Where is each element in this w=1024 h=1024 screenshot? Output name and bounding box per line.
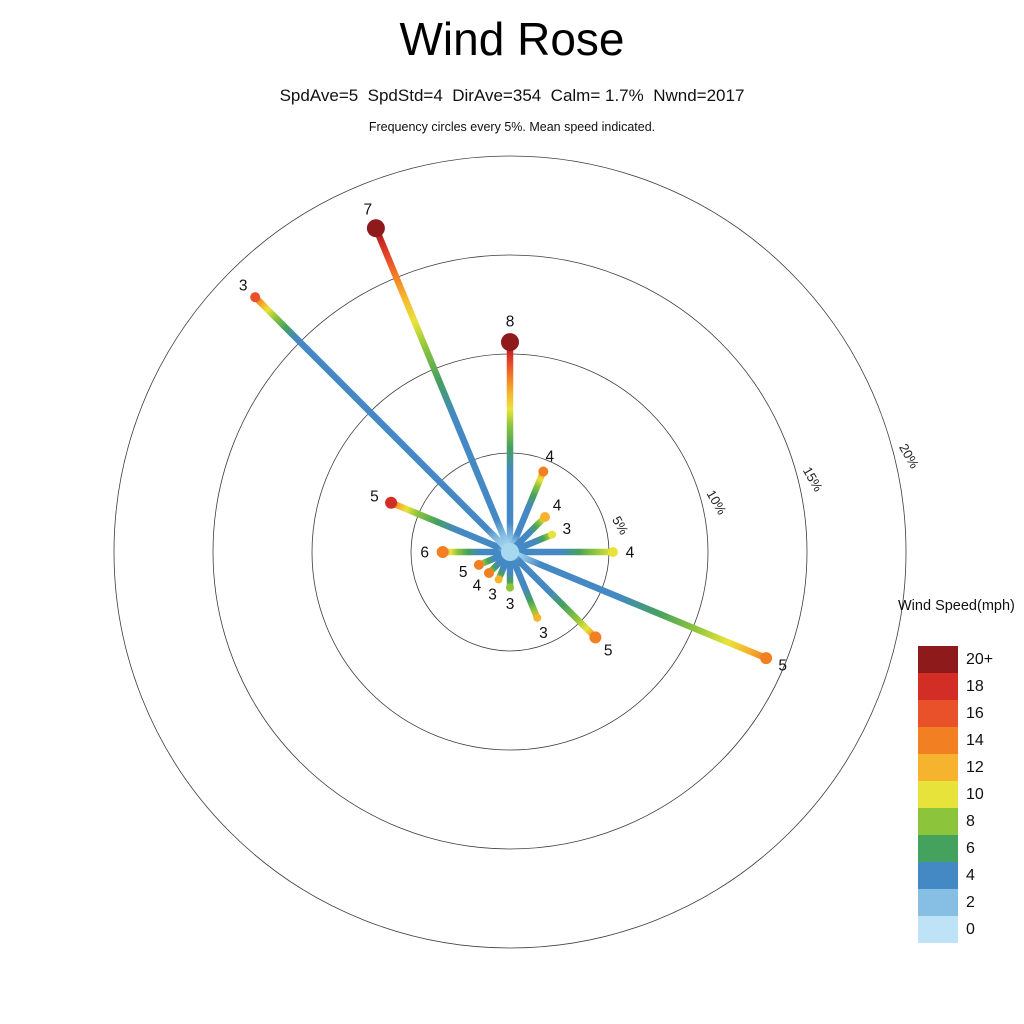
wind-spoke-tip-SE (589, 631, 602, 644)
legend-entry-6: 6 (918, 835, 1024, 862)
mean-speed-label-NE: 4 (553, 497, 562, 514)
wind-spoke-tip-NW (250, 292, 261, 303)
legend-label: 4 (966, 866, 975, 884)
frequency-ring-label: 10% (704, 487, 730, 517)
chart-title: Wind Rose (399, 13, 625, 65)
legend-label: 2 (966, 893, 975, 911)
wind-spoke-tip-NNE (538, 466, 549, 477)
wind-spoke-NNW (372, 224, 514, 556)
mean-speed-label-ENE: 3 (563, 521, 572, 538)
wind-spoke-tip-NNW (366, 219, 385, 238)
legend-swatch (918, 781, 958, 808)
chart-note: Frequency circles every 5%. Mean speed i… (368, 120, 656, 134)
legend-entry-4: 4 (918, 862, 1024, 889)
legend-entry-20+: 20+ (918, 646, 1024, 673)
wind-spoke-WNW (387, 499, 514, 556)
legend-entry-12: 12 (918, 754, 1024, 781)
legend-swatch (918, 808, 958, 835)
frequency-ring-label: 5% (609, 513, 632, 537)
wind-spoke-tip-SSE (533, 613, 542, 622)
mean-speed-label-SSW: 3 (488, 587, 497, 604)
mean-speed-label-WSW: 5 (459, 564, 468, 581)
mean-speed-label-WNW: 5 (370, 488, 379, 505)
mean-speed-label-W: 6 (420, 545, 429, 562)
legend-label: 18 (966, 677, 984, 695)
wind-spoke-SSE (506, 548, 541, 622)
legend-colorbar: 20+ 18 16 14 12 10 8 6 4 2 0 (918, 646, 1024, 943)
legend-label: 14 (966, 731, 984, 749)
legend-label: 20+ (966, 650, 994, 668)
legend-label: 8 (966, 812, 975, 830)
legend-entry-2: 2 (918, 889, 1024, 916)
legend-label: 0 (966, 920, 975, 938)
legend-label: 12 (966, 758, 984, 776)
legend-swatch (918, 889, 958, 916)
mean-speed-label-SW: 4 (473, 578, 482, 595)
legend-title: Wind Speed(mph) (898, 598, 1015, 614)
frequency-ring-label: 15% (800, 464, 826, 494)
legend-swatch (918, 862, 958, 889)
chart-stats-subtitle: SpdAve=5 SpdStd=4 DirAve=354 Calm= 1.7% … (279, 86, 745, 105)
wind-spoke-tip-ESE (760, 652, 773, 665)
wind-spoke-tip-WSW (473, 559, 484, 570)
wind-spoke-tip-SSW (494, 575, 503, 584)
wind-spoke-ESE (506, 548, 770, 662)
legend-label: 16 (966, 704, 984, 722)
legend-entry-18: 18 (918, 673, 1024, 700)
mean-speed-label-SSE: 3 (539, 625, 548, 642)
legend-entry-0: 0 (918, 916, 1024, 943)
legend-swatch (918, 646, 958, 673)
wind-spoke-tip-NE (540, 511, 551, 522)
wind-spoke-tip-SW (483, 568, 494, 579)
wind-speed-legend: Wind Speed(mph) 20+ 18 16 14 12 10 8 6 4 2 0 (898, 598, 1024, 943)
wind-spoke-tip-ENE (548, 530, 557, 539)
legend-swatch (918, 835, 958, 862)
wind-spoke-tip-W (436, 546, 449, 558)
frequency-circle (212, 254, 808, 850)
legend-entry-16: 16 (918, 700, 1024, 727)
wind-spoke-tip-WNW (385, 496, 398, 509)
mean-speed-label-SE: 5 (604, 643, 613, 660)
wind-spoke-NNE (506, 468, 547, 556)
legend-swatch (918, 700, 958, 727)
mean-speed-label-N: 8 (506, 314, 515, 331)
wind-spoke-SE (506, 548, 599, 641)
legend-label: 10 (966, 785, 984, 803)
legend-entry-14: 14 (918, 727, 1024, 754)
legend-entry-8: 8 (918, 808, 1024, 835)
frequency-circle (113, 155, 907, 949)
legend-entry-10: 10 (918, 781, 1024, 808)
mean-speed-label-ESE: 5 (778, 657, 787, 674)
legend-label: 6 (966, 839, 975, 857)
mean-speed-label-S: 3 (506, 596, 515, 613)
wind-spoke-tip-N (501, 333, 519, 352)
frequency-ring-label: 20% (896, 441, 922, 471)
wind-spoke-tip-S (506, 583, 514, 592)
mean-speed-label-NW: 3 (239, 278, 248, 295)
legend-swatch (918, 754, 958, 781)
mean-speed-label-E: 4 (626, 545, 635, 562)
mean-speed-label-NNW: 7 (364, 201, 373, 218)
wind-spoke-NW (251, 293, 514, 556)
legend-swatch (918, 727, 958, 754)
legend-swatch (918, 916, 958, 943)
wind-spoke-tip-E (607, 547, 618, 557)
legend-swatch (918, 673, 958, 700)
mean-speed-label-NNE: 4 (546, 448, 555, 465)
calm-center-marker (501, 543, 519, 561)
